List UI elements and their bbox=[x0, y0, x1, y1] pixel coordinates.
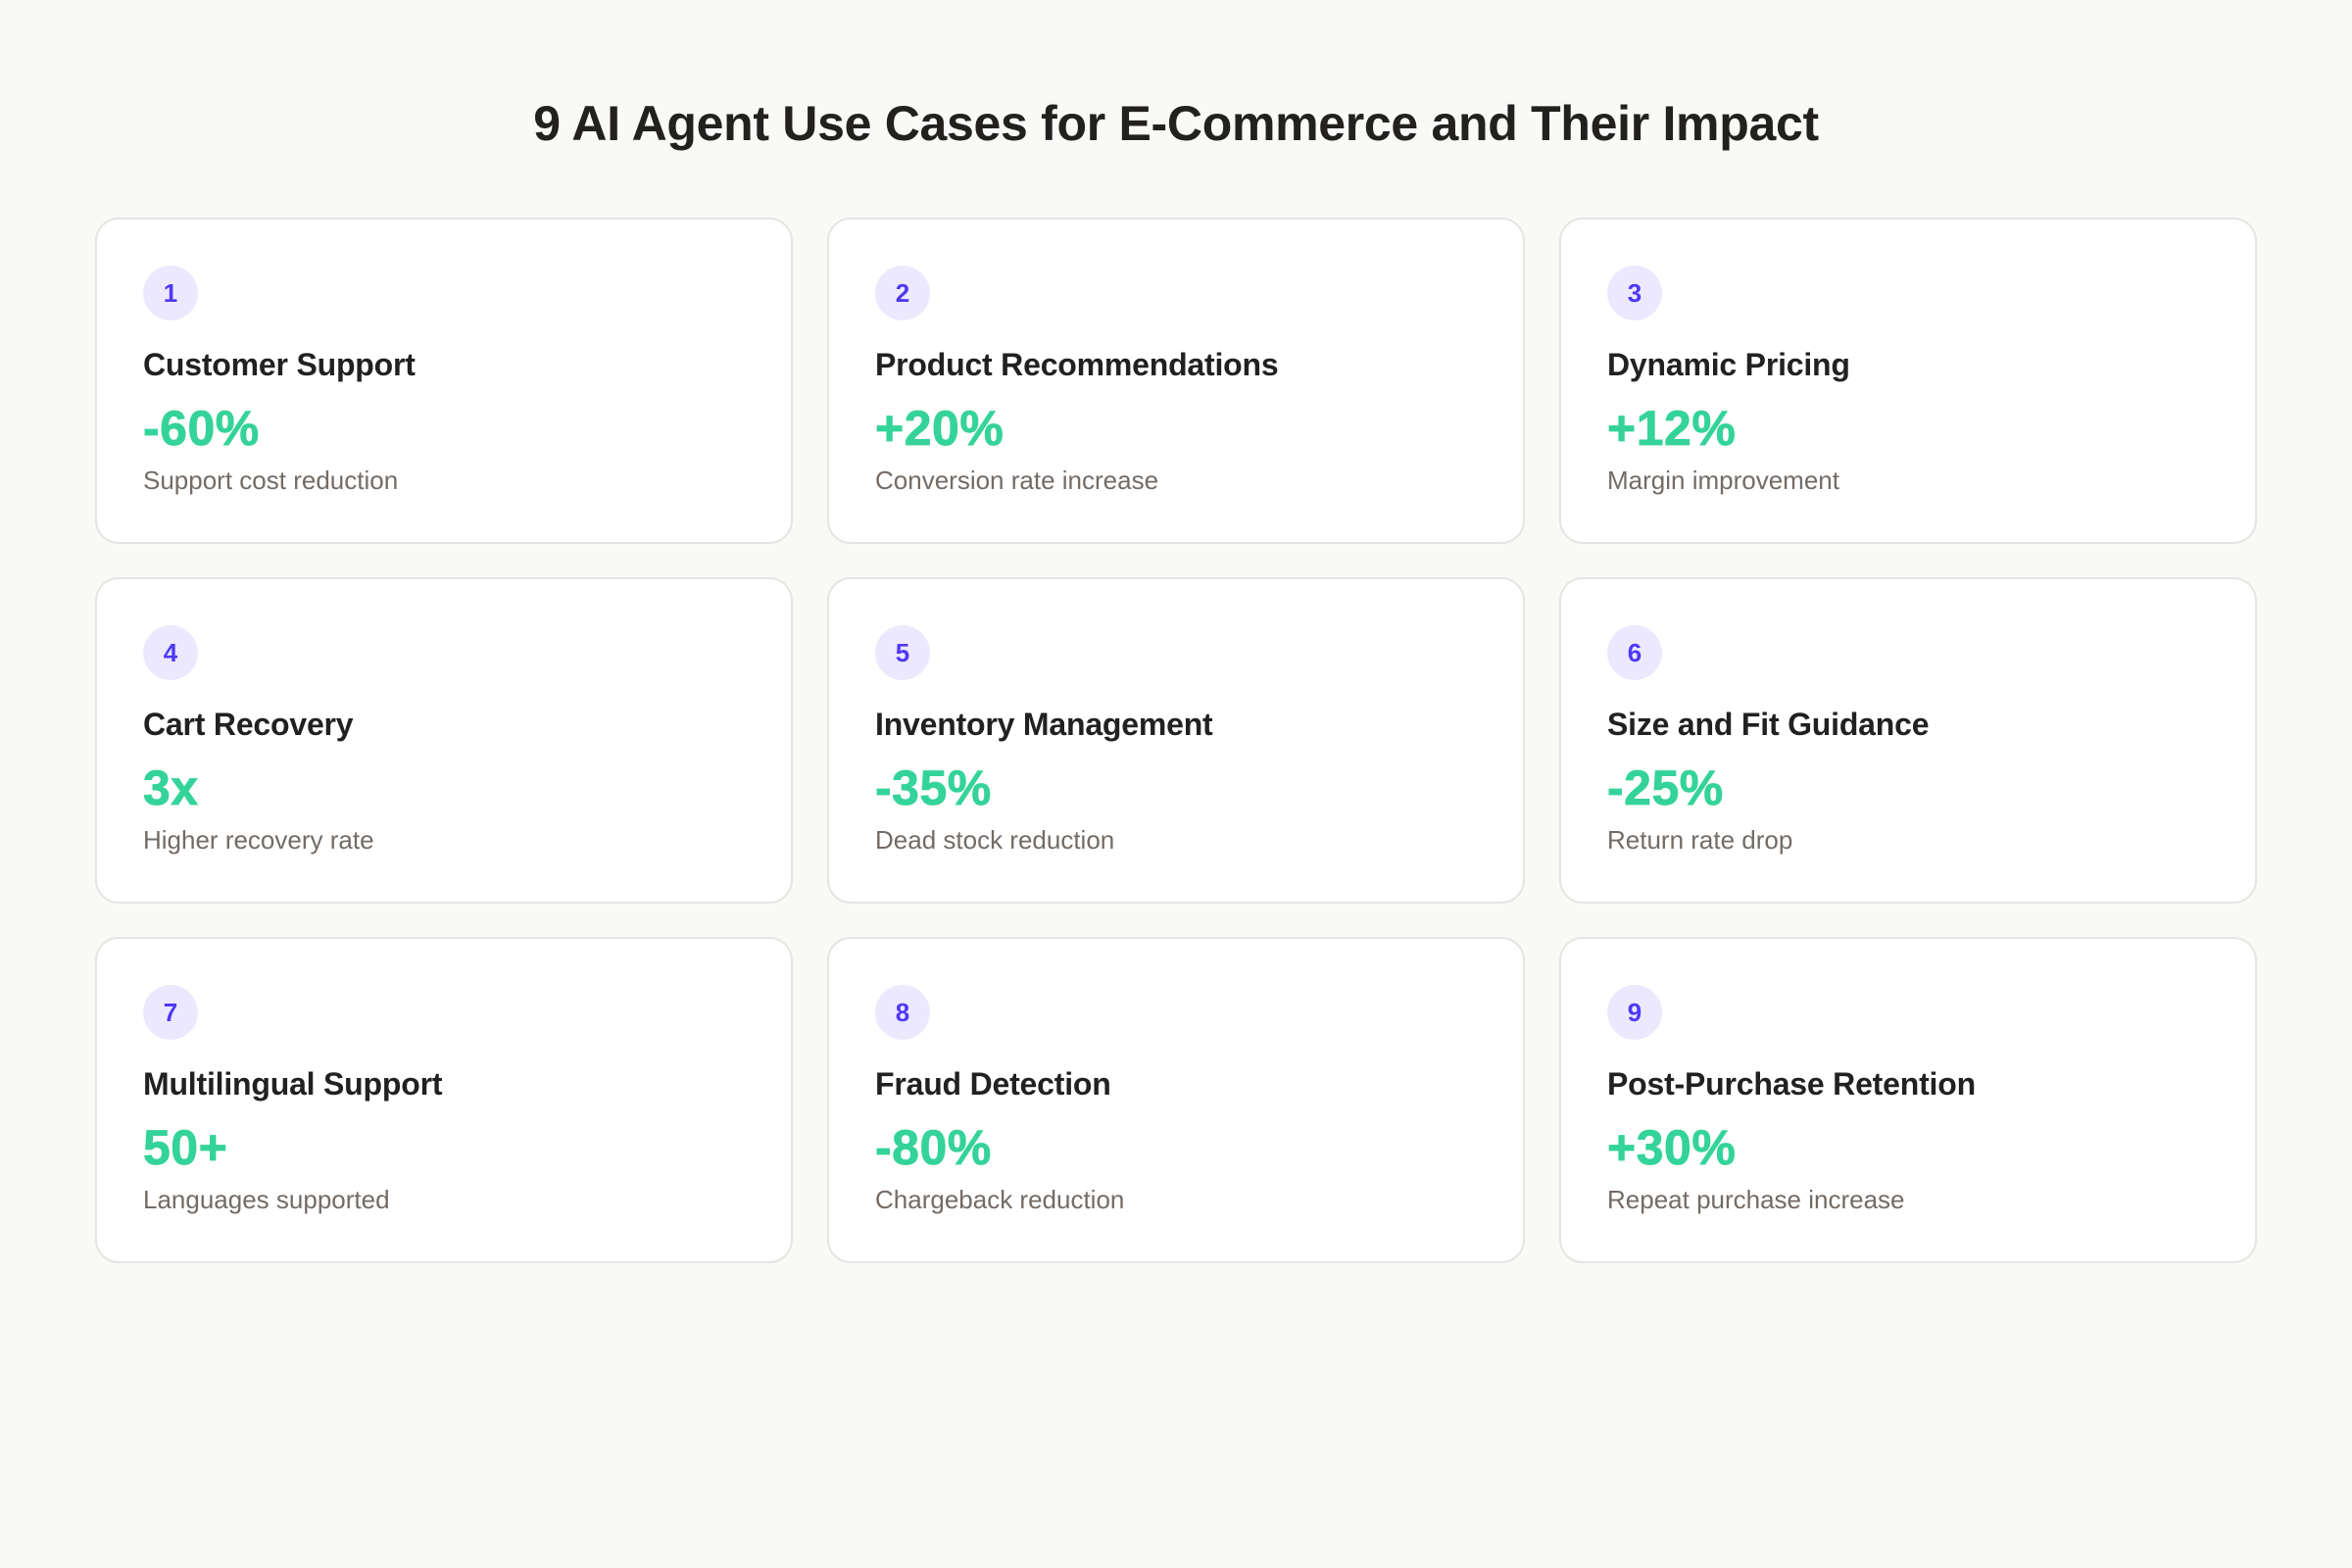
metric-description: Margin improvement bbox=[1607, 466, 1839, 495]
number-badge: 1 bbox=[143, 266, 198, 320]
use-case-card-cart-recovery: 4 Cart Recovery 3x Higher recovery rate bbox=[95, 577, 793, 904]
use-case-card-size-and-fit-guidance: 6 Size and Fit Guidance -25% Return rate… bbox=[1559, 577, 2257, 904]
number-badge: 3 bbox=[1607, 266, 1662, 320]
number-badge: 6 bbox=[1607, 625, 1662, 680]
number-badge: 8 bbox=[875, 985, 930, 1040]
metric-description: Languages supported bbox=[143, 1185, 390, 1214]
impact-metric: 50+ bbox=[143, 1120, 228, 1175]
card-title: Multilingual Support bbox=[143, 1066, 443, 1102]
impact-metric: +30% bbox=[1607, 1120, 1737, 1175]
impact-metric: 3x bbox=[143, 760, 199, 815]
use-case-card-inventory-management: 5 Inventory Management -35% Dead stock r… bbox=[827, 577, 1525, 904]
use-case-grid: 1 Customer Support -60% Support cost red… bbox=[95, 218, 2257, 1263]
card-title: Dynamic Pricing bbox=[1607, 347, 1850, 382]
card-title: Post-Purchase Retention bbox=[1607, 1066, 1976, 1102]
metric-description: Support cost reduction bbox=[143, 466, 399, 495]
metric-description: Dead stock reduction bbox=[875, 825, 1115, 855]
card-title: Inventory Management bbox=[875, 707, 1213, 742]
impact-metric: +20% bbox=[875, 401, 1004, 456]
impact-metric: -80% bbox=[875, 1120, 992, 1175]
card-title: Size and Fit Guidance bbox=[1607, 707, 1930, 742]
use-case-card-dynamic-pricing: 3 Dynamic Pricing +12% Margin improvemen… bbox=[1559, 218, 2257, 544]
use-case-card-multilingual-support: 7 Multilingual Support 50+ Languages sup… bbox=[95, 937, 793, 1263]
use-case-card-fraud-detection: 8 Fraud Detection -80% Chargeback reduct… bbox=[827, 937, 1525, 1263]
metric-description: Conversion rate increase bbox=[875, 466, 1159, 495]
number-badge: 2 bbox=[875, 266, 930, 320]
metric-description: Return rate drop bbox=[1607, 825, 1793, 855]
card-title: Fraud Detection bbox=[875, 1066, 1111, 1102]
use-case-card-customer-support: 1 Customer Support -60% Support cost red… bbox=[95, 218, 793, 544]
impact-metric: +12% bbox=[1607, 401, 1737, 456]
card-title: Customer Support bbox=[143, 347, 416, 382]
card-title: Product Recommendations bbox=[875, 347, 1279, 382]
number-badge: 4 bbox=[143, 625, 198, 680]
metric-description: Repeat purchase increase bbox=[1607, 1185, 1905, 1214]
page-title: 9 AI Agent Use Cases for E-Commerce and … bbox=[533, 96, 1819, 151]
use-case-card-product-recommendations: 2 Product Recommendations +20% Conversio… bbox=[827, 218, 1525, 544]
card-title: Cart Recovery bbox=[143, 707, 354, 742]
number-badge: 5 bbox=[875, 625, 930, 680]
metric-description: Higher recovery rate bbox=[143, 825, 374, 855]
number-badge: 7 bbox=[143, 985, 198, 1040]
impact-metric: -35% bbox=[875, 760, 992, 815]
number-badge: 9 bbox=[1607, 985, 1662, 1040]
impact-metric: -60% bbox=[143, 401, 260, 456]
metric-description: Chargeback reduction bbox=[875, 1185, 1125, 1214]
impact-metric: -25% bbox=[1607, 760, 1724, 815]
use-case-card-post-purchase-retention: 9 Post-Purchase Retention +30% Repeat pu… bbox=[1559, 937, 2257, 1263]
